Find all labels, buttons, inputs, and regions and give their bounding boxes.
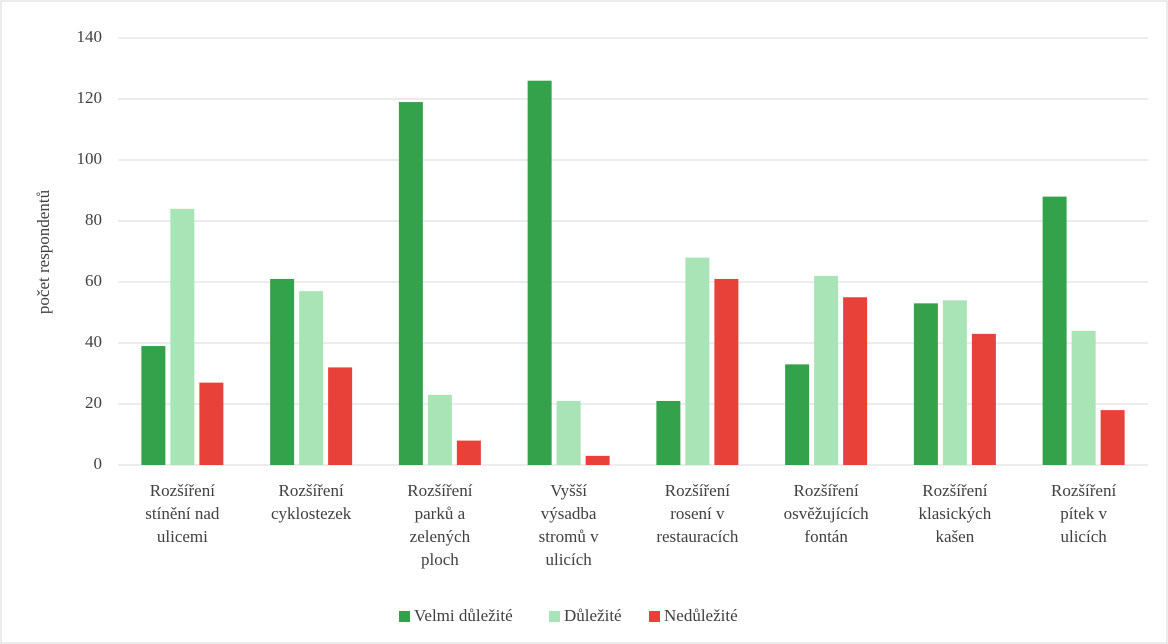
legend-label: Velmi důležité [414,606,513,625]
y-tick-label: 140 [77,27,103,46]
bar [1042,196,1067,465]
x-tick-label: Rozšíření [279,481,344,500]
x-tick-label: parků a [415,504,466,523]
y-tick-label: 60 [85,271,102,290]
x-tick-label: kašen [936,527,975,546]
bar [685,257,710,465]
bar [714,278,739,465]
x-tick-label: rosení v [670,504,725,523]
x-tick-label: klasických [919,504,992,523]
x-tick-label: osvěžujících [784,504,869,523]
bar [785,364,810,465]
bar [556,400,581,465]
x-tick-label: zelených [410,527,471,546]
bar [398,102,423,466]
y-axis-label: počet respondentů [34,189,53,314]
bar [141,346,166,465]
x-tick-label: Rozšíření [407,481,472,500]
y-tick-label: 120 [77,88,103,107]
x-tick-label: Rozšíření [794,481,859,500]
x-tick-label: ulicemi [157,527,208,546]
y-tick-label: 20 [85,393,102,412]
bar [427,394,452,465]
bar [1071,330,1096,465]
x-tick-label: fontán [804,527,848,546]
bar [913,303,938,465]
bar [299,291,324,465]
x-tick-label: ploch [421,550,459,569]
bar [656,400,681,465]
bar [270,278,295,465]
bar [971,333,996,465]
bar [527,80,552,465]
y-tick-label: 80 [85,210,102,229]
bar [942,300,967,465]
x-tick-label: Rozšíření [150,481,215,500]
x-tick-label: ulicích [1060,527,1107,546]
x-tick-label: Rozšíření [665,481,730,500]
x-tick-label: restauracích [656,527,739,546]
y-tick-label: 100 [77,149,103,168]
bar [843,297,868,465]
x-tick-label: výsadba [541,504,597,523]
bar [456,440,481,465]
x-tick-label: stínění nad [145,504,220,523]
x-tick-label: cyklostezek [271,504,352,523]
bar [585,455,610,465]
legend-label: Důležité [564,606,622,625]
bar [1100,410,1125,465]
x-tick-label: ulicích [545,550,592,569]
y-tick-label: 40 [85,332,102,351]
legend-swatch [649,611,660,622]
x-tick-label: stromů v [539,527,599,546]
x-tick-label: Rozšíření [922,481,987,500]
legend-label: Nedůležité [664,606,738,625]
bar [328,367,353,465]
bar [199,382,224,465]
y-tick-label: 0 [94,454,103,473]
x-tick-label: pítek v [1060,504,1107,523]
legend-swatch [399,611,410,622]
x-tick-label: Rozšíření [1051,481,1116,500]
bar [814,275,839,465]
bar [170,208,195,466]
x-tick-label: Vyšší [550,481,587,500]
legend-swatch [549,611,560,622]
